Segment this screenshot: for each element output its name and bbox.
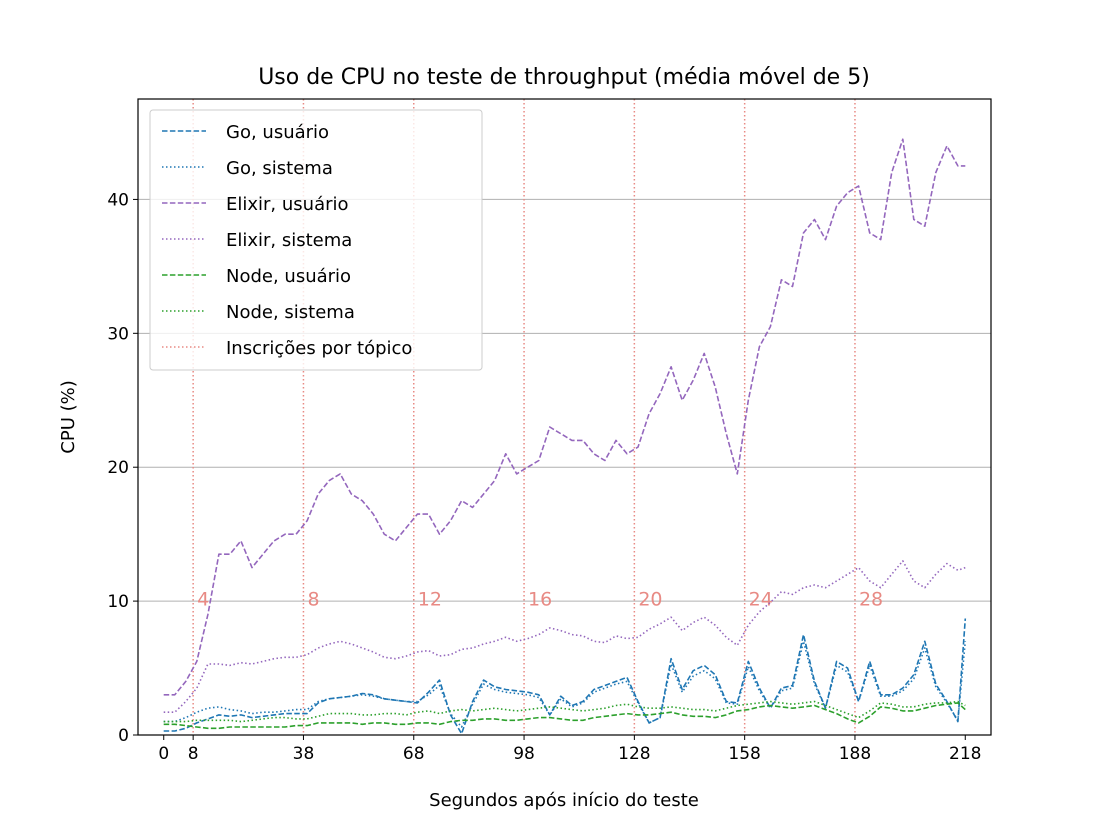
legend-entry-label: Node, usuário — [226, 266, 351, 287]
x-tick-label: 68 — [403, 744, 425, 764]
legend-entry-label: Inscrições por tópico — [226, 338, 412, 359]
y-tick-label: 0 — [118, 726, 129, 746]
x-tick-label: 0 — [158, 744, 169, 764]
legend-entry-label: Elixir, sistema — [226, 230, 352, 251]
y-tick-label: 20 — [107, 458, 129, 478]
legend: Go, usuário Go, sistema Elixir, usuário Eli… — [149, 109, 483, 371]
series-line-2 — [163, 138, 966, 696]
x-tick-label: 8 — [188, 744, 199, 764]
topic-marker-label: 12 — [418, 588, 442, 610]
chart-title: Uso de CPU no teste de throughput (média… — [258, 65, 870, 90]
y-axis-label: CPU (%) — [58, 380, 79, 453]
series-line-0 — [163, 618, 967, 735]
legend-entry-label: Go, sistema — [226, 158, 333, 179]
legend-box — [149, 109, 483, 371]
y-axis-ticks: 0 10 20 30 40 — [107, 190, 138, 746]
topic-marker-label: 20 — [638, 588, 662, 610]
x-tick-label: 38 — [293, 744, 315, 764]
legend-entry-label: Elixir, usuário — [226, 194, 349, 215]
series-line-1 — [163, 640, 967, 728]
y-tick-label: 30 — [107, 324, 129, 344]
x-axis-label: Segundos após início do teste — [429, 790, 699, 811]
topic-markers: 4 8 12 16 20 24 28 — [192, 99, 883, 735]
x-tick-label: 158 — [728, 744, 760, 764]
topic-marker-label: 24 — [749, 588, 773, 610]
topic-marker-label: 28 — [859, 588, 883, 610]
x-tick-label: 128 — [618, 744, 650, 764]
y-tick-label: 40 — [107, 190, 129, 210]
series-line-4 — [163, 702, 966, 730]
x-tick-label: 98 — [513, 744, 535, 764]
series-lines — [163, 138, 967, 735]
x-tick-label: 188 — [839, 744, 871, 764]
legend-entry-label: Node, sistema — [226, 302, 355, 323]
topic-marker-label: 16 — [528, 588, 552, 610]
x-tick-label: 218 — [949, 744, 981, 764]
plot-frame — [137, 98, 992, 736]
topic-marker-label: 4 — [197, 588, 209, 610]
legend-entry-label: Go, usuário — [226, 122, 329, 143]
x-axis-ticks: 0 8 38 68 98 128 158 188 218 — [158, 735, 981, 764]
topic-marker-label: 8 — [307, 588, 319, 610]
y-tick-label: 10 — [107, 592, 129, 612]
